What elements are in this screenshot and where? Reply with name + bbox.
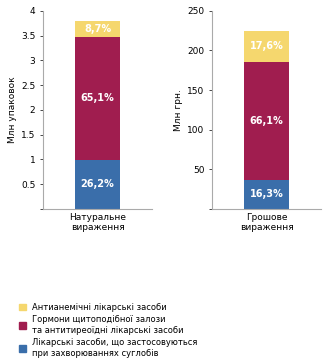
Text: 26,2%: 26,2% xyxy=(81,179,115,189)
Bar xyxy=(75,159,120,209)
Text: 17,6%: 17,6% xyxy=(250,41,283,51)
Bar xyxy=(75,37,120,159)
Legend: Антианемічні лікарські засоби, Гормони щитоподібної залози
та антитиреоїдні ліка: Антианемічні лікарські засоби, Гормони щ… xyxy=(18,301,199,359)
Bar xyxy=(75,21,120,37)
Text: 16,3%: 16,3% xyxy=(250,189,283,199)
Text: 66,1%: 66,1% xyxy=(250,116,283,126)
Y-axis label: Млн грн.: Млн грн. xyxy=(174,89,183,131)
Bar xyxy=(244,62,289,180)
Text: 65,1%: 65,1% xyxy=(81,93,115,103)
Bar xyxy=(244,31,289,62)
Y-axis label: Млн упаковок: Млн упаковок xyxy=(8,76,17,143)
Bar xyxy=(244,180,289,209)
Text: 8,7%: 8,7% xyxy=(84,24,111,34)
